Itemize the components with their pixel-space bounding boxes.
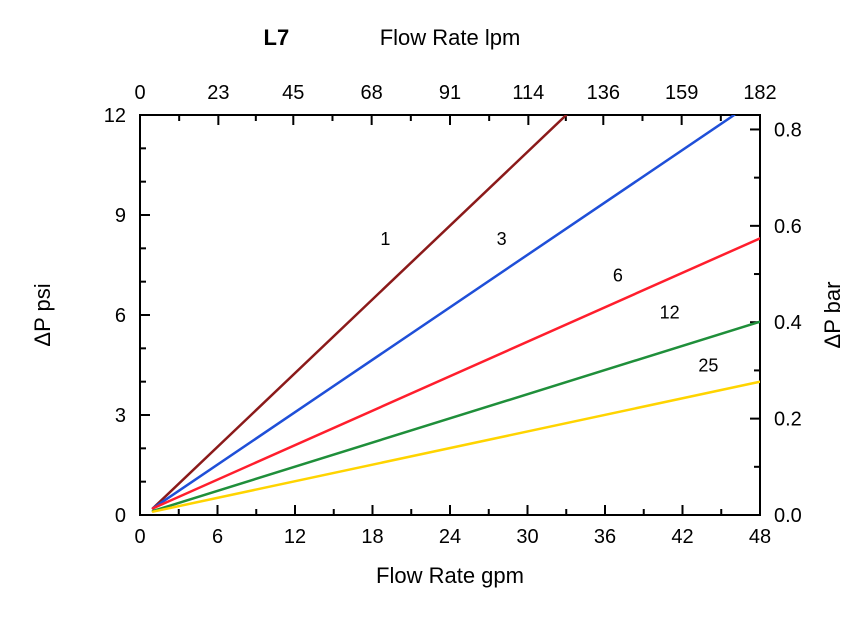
- bottom-tick-label: 42: [671, 526, 693, 548]
- top-tick-label: 159: [665, 82, 698, 104]
- series-label-6: 6: [613, 266, 623, 286]
- left-ticks: 0 3 6 9 12: [104, 105, 150, 527]
- top-tick-label: 23: [207, 82, 229, 104]
- series-label-3: 3: [497, 229, 507, 249]
- top-tick-label: 68: [361, 82, 383, 104]
- left-tick-label: 3: [115, 405, 126, 427]
- top-axis-label: Flow Rate lpm: [380, 25, 521, 50]
- series-line-1: [153, 115, 566, 508]
- right-tick-label: 0.0: [774, 505, 802, 527]
- right-tick-label: 0.2: [774, 409, 802, 431]
- bottom-tick-label: 12: [284, 526, 306, 548]
- right-tick-label: 0.6: [774, 216, 802, 238]
- right-tick-label: 0.4: [774, 312, 802, 334]
- left-axis-label: ΔP psi: [30, 283, 55, 346]
- series-line-6: [153, 238, 760, 508]
- bottom-tick-label: 0: [134, 526, 145, 548]
- series-label-12: 12: [660, 302, 680, 322]
- bottom-axis-label: Flow Rate gpm: [376, 563, 524, 588]
- top-ticks: 0 23 45 68 91 114 136 159 182: [134, 82, 776, 125]
- series-label-25: 25: [698, 356, 718, 376]
- left-tick-label: 0: [115, 505, 126, 527]
- top-tick-label: 45: [282, 82, 304, 104]
- top-tick-label: 182: [743, 82, 776, 104]
- top-tick-label: 136: [587, 82, 620, 104]
- top-tick-label: 114: [512, 82, 544, 104]
- left-tick-label: 6: [115, 305, 126, 327]
- pressure-flow-chart: L7 Flow Rate lpm Flow Rate gpm ΔP psi ΔP…: [0, 0, 849, 639]
- top-tick-label: 0: [134, 82, 145, 104]
- chart-svg: L7 Flow Rate lpm Flow Rate gpm ΔP psi ΔP…: [0, 0, 849, 639]
- bottom-tick-label: 18: [361, 526, 383, 548]
- bottom-tick-label: 30: [516, 526, 538, 548]
- series-labels: 1 3 6 12 25: [380, 229, 718, 376]
- bottom-tick-label: 36: [594, 526, 616, 548]
- bottom-tick-label: 24: [439, 526, 461, 548]
- left-tick-label: 9: [115, 205, 126, 227]
- chart-title: L7: [264, 25, 290, 50]
- top-tick-label: 91: [439, 82, 461, 104]
- bottom-tick-label: 6: [212, 526, 223, 548]
- bottom-tick-label: 48: [749, 526, 771, 548]
- series-label-1: 1: [380, 229, 390, 249]
- bottom-ticks: 0 6 12 18 24 30 36 42 48: [134, 505, 771, 548]
- left-tick-label: 12: [104, 105, 126, 127]
- right-tick-label: 0.8: [774, 119, 802, 141]
- series-line-12: [153, 322, 760, 511]
- right-axis-label: ΔP bar: [820, 282, 845, 349]
